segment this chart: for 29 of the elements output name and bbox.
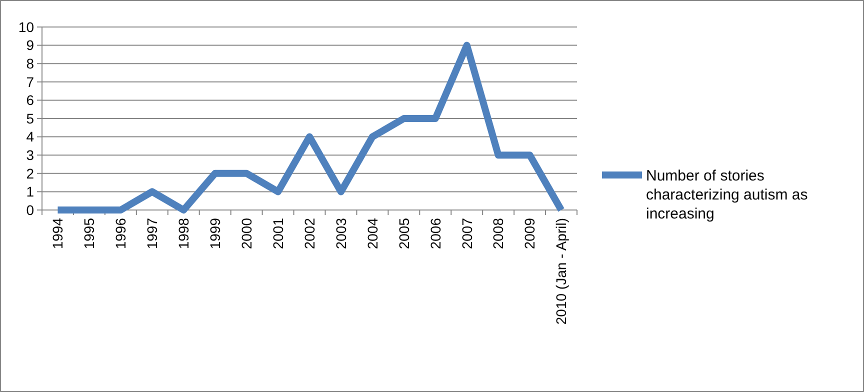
- legend-label: Number of stories characterizing autism as increasing: [646, 167, 808, 222]
- x-tick-label: 2002: [301, 218, 318, 250]
- y-tick-label: 3: [26, 147, 34, 163]
- x-tick-label: 1996: [112, 218, 129, 250]
- y-tick-label: 8: [26, 56, 34, 72]
- y-tick-label: 1: [26, 184, 34, 200]
- x-tick-label: 2010 (Jan - April): [553, 218, 570, 325]
- x-tick-label: 2001: [270, 218, 286, 250]
- x-tick-label: 2007: [458, 218, 475, 250]
- x-tick-label: 2009: [522, 218, 538, 250]
- x-tick-label: 1998: [176, 218, 192, 250]
- y-tick-label: 6: [26, 92, 34, 108]
- x-tick-label: 2004: [364, 218, 380, 250]
- x-tick-label: 2000: [238, 218, 254, 250]
- y-tick-label: 4: [26, 128, 34, 145]
- x-tick-label: 2006: [427, 218, 444, 250]
- x-tick-label: 1999: [206, 218, 223, 250]
- x-tick-label: 1995: [81, 218, 98, 250]
- x-tick-label: 2005: [396, 218, 412, 250]
- y-tick-label: 5: [26, 110, 34, 126]
- y-tick-label: 7: [26, 74, 34, 90]
- y-tick-label: 10: [18, 18, 34, 35]
- x-tick-label: 1997: [144, 218, 160, 250]
- x-tick-label: 1994: [50, 218, 66, 250]
- y-tick-label: 0: [26, 202, 34, 218]
- y-tick-label: 9: [26, 37, 34, 54]
- x-tick-label: 2008: [490, 218, 506, 250]
- y-tick-label: 2: [26, 165, 34, 182]
- x-tick-label: 2003: [332, 218, 349, 250]
